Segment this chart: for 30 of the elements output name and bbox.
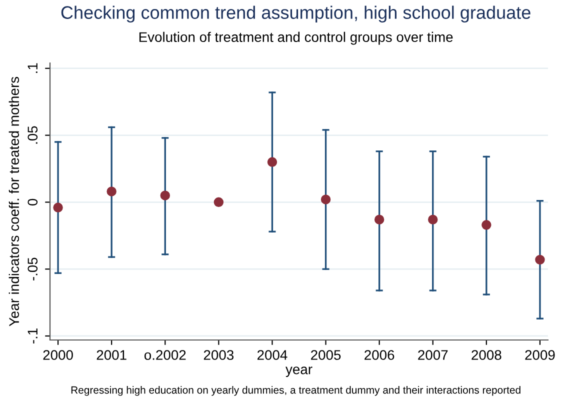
text: Regressing high education on yearly dummies, a treatment dummy and their interactions reported: [71, 386, 520, 396]
point: [482, 220, 492, 230]
x-tick-label: o.2002: [144, 350, 186, 360]
point: [214, 197, 224, 208]
x-tick-label: 2007: [418, 350, 448, 360]
y-tick-label: .1: [28, 63, 38, 73]
point: [106, 186, 116, 196]
point: [320, 194, 331, 204]
y-tick-label: .05: [28, 126, 38, 144]
x-axis-title: year: [286, 366, 312, 378]
x-tick-label: 2001: [96, 350, 126, 360]
x-tick-label: 2006: [364, 350, 394, 360]
x-tick-label: 2005: [311, 350, 341, 360]
chart-subtitle: Evolution of treatment and control groups over time: [139, 32, 453, 45]
point: [428, 214, 438, 224]
y-axis-title: Year indicators coeff. for treated mothers: [8, 76, 20, 326]
y-tick-label: -.1: [28, 328, 38, 344]
x-tick-label: 2009: [525, 350, 555, 360]
point: [267, 157, 278, 167]
x-tick-label: 2003: [204, 350, 234, 360]
x-tick-label: 2008: [472, 350, 502, 360]
point: [535, 254, 545, 265]
y-tick-label: -.05: [28, 258, 38, 280]
point: [374, 214, 384, 224]
x-tick-label: 2000: [43, 350, 73, 360]
x-tick-label: 2004: [257, 350, 288, 360]
chart-title: Checking common trend assumption, high school graduate: [61, 6, 530, 23]
y-tick-label: 0: [28, 198, 38, 206]
point: [160, 190, 170, 200]
point: [53, 202, 63, 212]
